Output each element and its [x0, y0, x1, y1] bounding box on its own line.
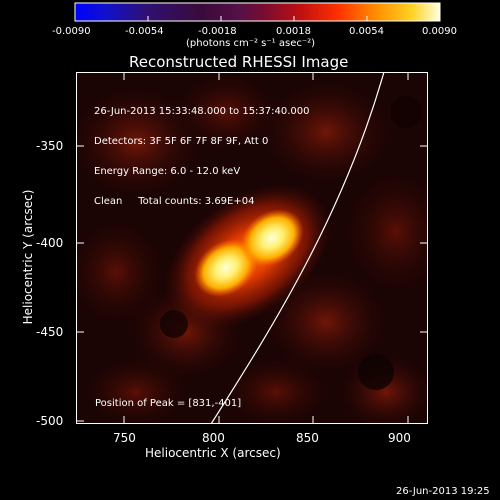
observation-info: 26-Jun-2013 15:33:48.000 to 15:37:40.000…	[94, 87, 310, 217]
y-tick-label: -350	[36, 139, 64, 153]
colorbar-tick-label: 0.0090	[422, 26, 457, 37]
colorbar-tick-label: -0.0090	[52, 26, 91, 37]
y-tick-label: -500	[36, 414, 64, 428]
colorbar	[74, 2, 441, 22]
x-tick-label: 900	[388, 431, 411, 445]
peak-position-label: Position of Peak = [831,-401]	[95, 398, 242, 409]
info-clean-counts: Clean Total counts: 3.69E+04	[94, 196, 255, 207]
generated-timestamp: 26-Jun-2013 19:25	[396, 486, 490, 497]
info-energy-range: Energy Range: 6.0 - 12.0 keV	[94, 166, 241, 177]
solar-limb-line	[210, 72, 385, 424]
x-tick-label: 800	[202, 431, 225, 445]
colorbar-gradient	[74, 2, 441, 22]
colorbar-tick-label: -0.0054	[125, 26, 164, 37]
info-time-range: 26-Jun-2013 15:33:48.000 to 15:37:40.000	[94, 106, 310, 117]
colorbar-tick-label: 0.0018	[276, 26, 311, 37]
colorbar-unit-label: (photons cm⁻² s⁻¹ asec⁻²)	[186, 38, 316, 49]
y-tick-label: -450	[36, 325, 64, 339]
x-tick-label: 750	[113, 431, 136, 445]
rhessi-image	[76, 72, 428, 424]
info-detectors: Detectors: 3F 5F 6F 7F 8F 9F, Att 0	[94, 136, 269, 147]
plot-title: Reconstructed RHESSI Image	[129, 53, 349, 71]
colorbar-tick-label: 0.0054	[349, 26, 384, 37]
y-tick-label: -400	[36, 236, 64, 250]
x-tick-label: 850	[296, 431, 319, 445]
colorbar-ticks	[74, 16, 441, 21]
y-axis-title: Heliocentric Y (arcsec)	[21, 189, 35, 325]
colorbar-tick-label: -0.0018	[198, 26, 237, 37]
x-axis-title: Heliocentric X (arcsec)	[145, 446, 281, 460]
